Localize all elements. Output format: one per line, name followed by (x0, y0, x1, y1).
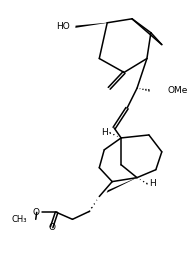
Text: H: H (102, 128, 108, 137)
Polygon shape (75, 23, 107, 28)
Polygon shape (107, 178, 137, 193)
Text: O: O (33, 208, 40, 217)
Text: HO: HO (56, 22, 69, 31)
Text: OMe: OMe (168, 86, 188, 95)
Text: H: H (149, 179, 156, 188)
Text: CH₃: CH₃ (11, 215, 27, 224)
Text: O: O (48, 223, 55, 232)
